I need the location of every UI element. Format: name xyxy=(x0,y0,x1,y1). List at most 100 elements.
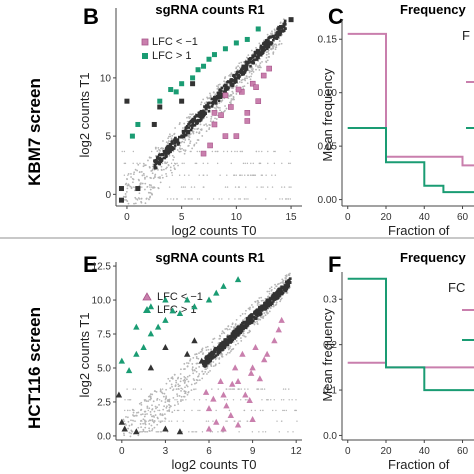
panel-b-band-point xyxy=(187,126,191,129)
panel-e-band-point xyxy=(285,287,289,291)
panel-e-band-point xyxy=(248,317,252,320)
panel-b-band-point xyxy=(277,25,280,29)
panel-e-background-point xyxy=(183,390,186,392)
panel-e-background-point xyxy=(183,362,186,365)
panel-b-background-point xyxy=(156,150,159,152)
panel-f-xtick-label: 40 xyxy=(419,446,431,457)
panel-b-band-point xyxy=(249,64,252,68)
panel-e-background-point xyxy=(218,362,221,365)
panel-e-band-point xyxy=(271,293,275,297)
panel-b-band-point xyxy=(225,88,228,91)
panel-b-band-point xyxy=(282,25,285,28)
panel-b-background-point xyxy=(255,150,258,153)
panel-b-band-point xyxy=(253,50,257,54)
panel-b-band-point xyxy=(241,64,245,68)
panel-b-background-point xyxy=(219,83,221,86)
panel-e-background-point xyxy=(246,331,249,334)
panel-b-background-point xyxy=(178,150,180,153)
panel-e-point xyxy=(217,377,224,384)
panel-e-background-point xyxy=(140,420,142,422)
panel-b-background-point xyxy=(126,178,128,180)
panel-e-band-point xyxy=(238,331,242,335)
panel-e-background-point xyxy=(198,366,201,368)
panel-b-background-point xyxy=(261,174,264,176)
panel-e-background-point xyxy=(191,369,194,372)
panel-e-background-point xyxy=(153,421,155,424)
panel-b-background-point xyxy=(177,164,179,167)
panel-b-background-point xyxy=(224,105,226,107)
panel-e-background-point xyxy=(158,399,161,401)
panel-b-point xyxy=(207,142,213,149)
panel-e-background-point xyxy=(229,350,232,353)
panel-b-band-point xyxy=(251,54,255,58)
panel-e-background-point xyxy=(144,410,146,413)
panel-b-point xyxy=(211,52,217,58)
panel-b-band-point xyxy=(219,94,223,98)
panel-e-band-point xyxy=(284,285,287,289)
panel-e-background-point xyxy=(257,318,260,321)
panel-b-background-point xyxy=(255,46,257,49)
panel-e-point xyxy=(223,402,230,409)
panel-b-band-point xyxy=(189,128,193,132)
panel-e-background-point xyxy=(261,399,263,401)
panel-b-background-point xyxy=(245,56,248,59)
panel-e-background-point xyxy=(256,323,259,326)
panel-e-point xyxy=(249,364,256,371)
panel-e-point xyxy=(184,350,191,357)
panel-e-background-point xyxy=(131,431,134,433)
panel-e-background-point xyxy=(168,380,171,382)
panel-b-band-point xyxy=(223,84,227,88)
panel-e-background-point xyxy=(189,358,192,361)
panel-e-background-point xyxy=(233,420,235,422)
panel-e-background-point xyxy=(204,370,207,373)
panel-b-background-point xyxy=(248,70,251,72)
panel-e-background-point xyxy=(195,367,198,370)
panel-b-band-point xyxy=(276,35,280,39)
panel-b-band-point xyxy=(164,147,168,150)
panel-b-background-point xyxy=(164,162,166,165)
panel-e-point xyxy=(140,344,147,351)
panel-b-background-point xyxy=(180,150,182,153)
panel-e-band-point xyxy=(216,350,219,353)
panel-e-background-point xyxy=(156,399,158,401)
panel-b-background-point xyxy=(124,193,127,195)
panel-b-background-point xyxy=(147,159,149,162)
panel-b-band-point xyxy=(217,99,221,103)
panel-e-background-point xyxy=(197,375,200,377)
panel-b-background-point xyxy=(270,47,273,50)
panel-b-background-point xyxy=(197,127,200,130)
panel-e-background-point xyxy=(186,365,189,368)
panel-b-background-point xyxy=(287,198,290,200)
panel-b-background-point xyxy=(184,150,186,153)
panel-b-band-point xyxy=(262,41,266,45)
panel-e-background-point xyxy=(211,341,214,344)
panel-e-background-point xyxy=(189,359,191,362)
panel-b-background-point xyxy=(125,182,128,185)
panel-b-band-point xyxy=(246,60,250,64)
panel-b-background-point xyxy=(191,147,194,150)
panel-e-background-point xyxy=(198,373,201,375)
panel-e-legend: LFC < −1 LFC > 1 xyxy=(142,291,203,316)
panel-b-background-point xyxy=(278,43,280,46)
panel-e-xtick-label: 6 xyxy=(206,446,212,457)
panel-e-background-point xyxy=(246,399,248,401)
panel-e-point xyxy=(198,357,205,364)
panel-b-background-point xyxy=(149,191,152,194)
panel-e-band-point xyxy=(276,295,280,298)
panel-b-background-point xyxy=(217,86,220,88)
panel-e-band-point xyxy=(242,320,245,324)
panel-e-background-point xyxy=(195,356,198,358)
panel-b-band-point xyxy=(283,23,287,26)
panel-e-background-point xyxy=(143,415,146,418)
panel-c-ytick-label: 0.00 xyxy=(318,195,338,206)
panel-e-background-point xyxy=(126,416,129,419)
panel-b-background-point xyxy=(219,109,221,112)
panel-e-background-point xyxy=(154,405,157,408)
panel-b-background-point xyxy=(123,150,126,153)
panel-e-background-point xyxy=(288,388,290,390)
panel-b-band-point xyxy=(179,135,183,138)
panel-e-background-point xyxy=(140,403,143,406)
panel-b-background-point xyxy=(274,48,277,51)
panel-e-background-point xyxy=(235,318,238,321)
panel-e-background-point xyxy=(168,406,171,409)
